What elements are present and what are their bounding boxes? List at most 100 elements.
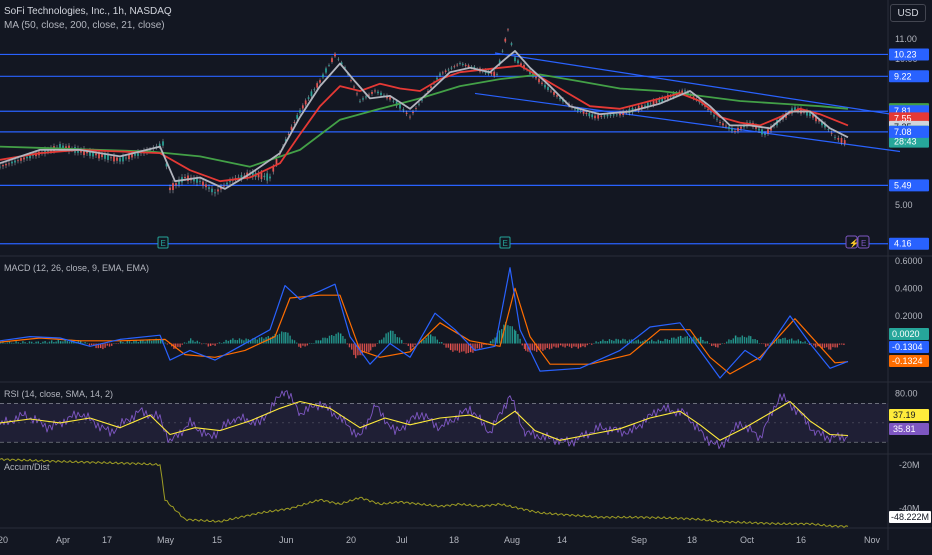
- earnings-marker[interactable]: [157, 236, 169, 249]
- flash-icon[interactable]: [845, 235, 858, 249]
- macd-histogram-bar: [483, 343, 485, 345]
- accum-value-badge[interactable]: [889, 511, 931, 523]
- macd-histogram-bar: [728, 339, 730, 344]
- macd-histogram-bar: [637, 339, 639, 344]
- countdown-label: 28:43: [894, 137, 917, 147]
- earnings-marker[interactable]: [499, 236, 511, 249]
- macd-histogram-bar: [568, 343, 571, 347]
- price-candle: [767, 129, 769, 134]
- price-level-badge[interactable]: [889, 48, 929, 61]
- macd-histogram-bar: [597, 342, 599, 344]
- macd-value-badge[interactable]: [889, 355, 929, 367]
- macd-histogram-bar: [843, 343, 845, 346]
- macd-axis-tick: 0.4000: [895, 283, 923, 293]
- macd-histogram-bar: [741, 335, 743, 344]
- macd-histogram-bar: [432, 336, 434, 344]
- macd-histogram-bar: [726, 341, 728, 344]
- price-level-badge[interactable]: [889, 125, 929, 138]
- macd-histogram-bar: [190, 338, 192, 344]
- macd-histogram-bar: [225, 339, 227, 344]
- macd-line: [0, 267, 849, 379]
- trend-channel-line[interactable]: [474, 92, 901, 153]
- macd-value-badge[interactable]: [889, 328, 929, 340]
- rsi-value-badge[interactable]: [889, 423, 929, 435]
- macd-histogram-bar: [571, 343, 573, 349]
- macd-histogram-bar: [704, 341, 706, 344]
- price-candle: [529, 70, 531, 74]
- price-candle: [461, 63, 464, 65]
- macd-value-badge[interactable]: [889, 341, 929, 353]
- macd-histogram-bar: [595, 341, 597, 344]
- price-candle: [707, 109, 709, 110]
- macd-histogram-bar: [523, 343, 526, 349]
- price-candle: [686, 91, 689, 95]
- macd-histogram-bar: [443, 343, 445, 345]
- macd-histogram-bar: [682, 337, 684, 344]
- price-candle: [806, 110, 808, 116]
- macd-histogram-bar: [826, 343, 828, 348]
- macd-histogram-bar: [374, 343, 376, 347]
- price-level-badge[interactable]: [889, 70, 929, 83]
- price-candle: [553, 91, 555, 95]
- price-candle: [749, 122, 751, 124]
- price-candle: [328, 65, 330, 66]
- macd-histogram-bar: [337, 332, 339, 344]
- macd-histogram-bar: [548, 343, 551, 350]
- price-candle: [459, 63, 461, 64]
- price-candle: [510, 43, 513, 45]
- macd-histogram-bar: [188, 340, 190, 344]
- macd-histogram-bar: [673, 337, 675, 344]
- price-candle: [418, 103, 420, 105]
- price-candle: [11, 161, 13, 164]
- macd-histogram-bar: [553, 343, 555, 347]
- price-candle: [582, 110, 585, 114]
- macd-histogram-bar: [351, 343, 353, 350]
- macd-histogram-bar: [624, 339, 626, 344]
- trend-channel-line[interactable]: [494, 52, 901, 117]
- price-candle: [356, 93, 358, 95]
- macd-histogram-bar: [758, 343, 761, 344]
- macd-histogram-bar: [481, 343, 483, 348]
- macd-histogram-bar: [536, 343, 538, 352]
- price-candle: [184, 176, 186, 178]
- macd-histogram-bar: [675, 338, 677, 344]
- macd-histogram-bar: [521, 343, 523, 346]
- macd-histogram-bar: [311, 343, 313, 344]
- macd-histogram-bar: [28, 341, 31, 344]
- macd-histogram-bar: [405, 343, 407, 345]
- price-level-badge[interactable]: [889, 237, 929, 250]
- macd-histogram-bar: [680, 335, 682, 344]
- macd-histogram-bar: [721, 343, 723, 344]
- price-candle: [421, 99, 423, 101]
- earnings-upcoming-icon[interactable]: [857, 235, 870, 249]
- macd-signal-line: [0, 287, 849, 375]
- price-axis-tick: 11.00: [895, 34, 917, 44]
- price-candle: [374, 90, 376, 92]
- price-candle: [821, 121, 823, 126]
- macd-histogram-bar: [691, 337, 693, 344]
- macd-histogram-bar: [335, 333, 337, 344]
- macd-histogram-bar: [308, 342, 311, 344]
- price-candle: [761, 129, 763, 135]
- macd-histogram-bar: [470, 343, 472, 353]
- macd-histogram-bar: [412, 343, 414, 348]
- price-candle: [441, 72, 444, 74]
- macd-histogram-bar: [821, 343, 823, 349]
- price-candle: [640, 105, 643, 110]
- currency-button[interactable]: USD: [890, 4, 926, 22]
- macd-histogram-bar: [22, 341, 24, 344]
- macd-histogram-bar: [715, 343, 717, 348]
- rsi-value-badge[interactable]: [889, 409, 929, 421]
- accum-axis-tick: -20M: [899, 460, 920, 470]
- price-candle: [412, 112, 414, 114]
- macd-histogram-bar: [64, 339, 66, 344]
- price-candle: [199, 181, 201, 182]
- macd-histogram-bar: [602, 339, 604, 344]
- macd-histogram-bar: [104, 343, 106, 348]
- price-candle: [430, 86, 432, 88]
- macd-histogram-bar: [234, 339, 236, 344]
- macd-histogram-bar: [238, 338, 241, 344]
- macd-histogram-bar: [0, 342, 2, 344]
- price-level-badge[interactable]: [889, 179, 929, 192]
